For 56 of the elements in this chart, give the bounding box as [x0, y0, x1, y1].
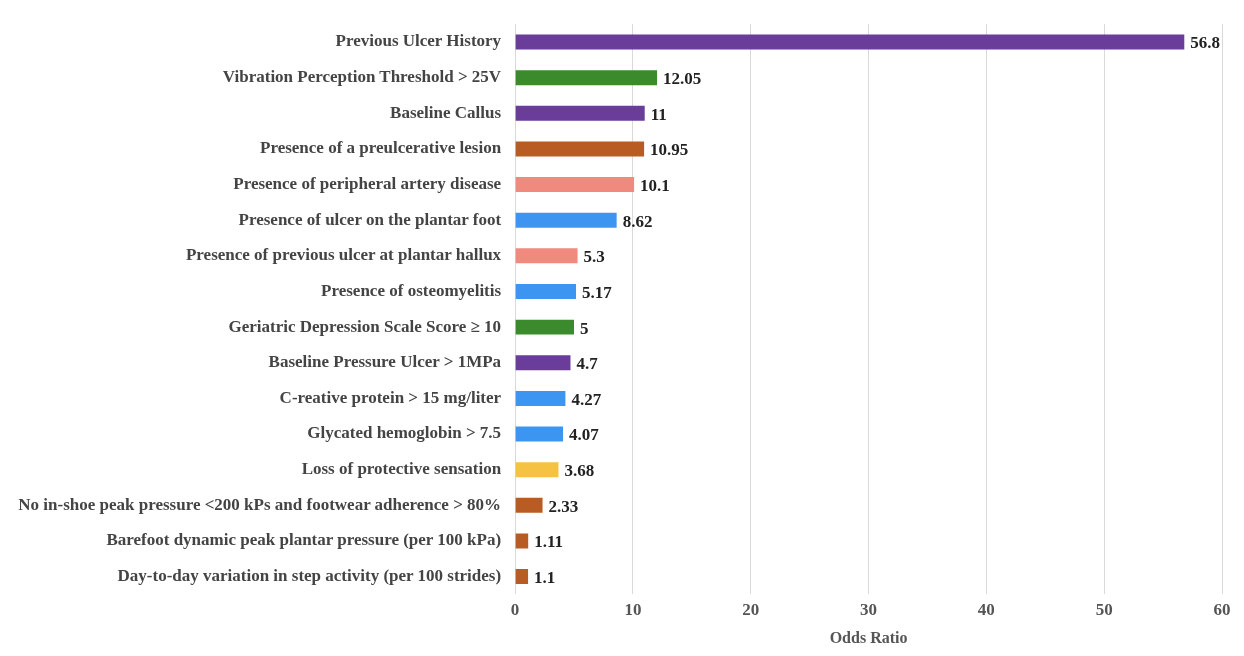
bar	[515, 141, 645, 157]
data-label: 5	[580, 318, 589, 338]
bar	[515, 426, 564, 442]
bar	[515, 390, 566, 406]
y-tick-label: Presence of previous ulcer at plantar hallux	[185, 245, 502, 265]
y-tick-label: Day-to-day variation in step activity (per 100 strides)	[117, 565, 502, 585]
bar	[515, 533, 529, 549]
bar	[515, 248, 578, 264]
bar	[515, 70, 658, 86]
bar	[515, 355, 571, 371]
data-label: 10.1	[640, 175, 670, 195]
x-tick-label: 20	[742, 599, 760, 619]
x-axis-title: Odds Ratio	[829, 628, 908, 646]
data-label: 2.33	[548, 496, 579, 516]
data-label: 4.27	[571, 389, 602, 409]
bar	[515, 177, 635, 193]
y-tick-label: Vibration Perception Threshold > 25V	[222, 67, 502, 87]
bar	[515, 569, 529, 585]
data-label: 12.05	[663, 69, 702, 89]
data-label: 11	[650, 104, 667, 124]
data-label: 1.1	[534, 567, 556, 587]
y-tick-label: Presence of ulcer on the plantar foot	[238, 209, 502, 229]
bar	[515, 105, 645, 121]
x-tick-label: 50	[1095, 599, 1113, 619]
y-tick-label: Loss of protective sensation	[301, 459, 502, 479]
data-label: 1.11	[534, 532, 563, 552]
y-tick-label: Glycated hemoglobin > 7.5	[307, 423, 502, 443]
data-label: 10.95	[650, 140, 689, 160]
y-tick-label: Baseline Pressure Ulcer > 1MPa	[268, 352, 502, 372]
x-tick-label: 40	[977, 599, 995, 619]
y-tick-label: Baseline Callus	[390, 102, 502, 122]
y-tick-label: C-reative protein > 15 mg/liter	[279, 387, 502, 407]
y-tick-label: Previous Ulcer History	[335, 31, 502, 51]
y-tick-label: Geriatric Depression Scale Score ≥ 10	[228, 316, 502, 336]
y-tick-label: Presence of osteomyelitis	[321, 280, 502, 300]
data-label: 5.17	[582, 282, 613, 302]
y-tick-label: Presence of peripheral artery disease	[233, 173, 502, 193]
y-tick-label: Presence of a preulcerative lesion	[260, 138, 502, 158]
x-tick-label: 0	[510, 599, 520, 619]
bar	[515, 497, 543, 513]
data-label: 4.7	[576, 354, 599, 374]
data-label: 5.3	[583, 247, 605, 267]
bar	[515, 34, 1185, 50]
bar	[515, 212, 617, 228]
y-tick-label: Barefoot dynamic peak plantar pressure (per 100 kPa)	[106, 530, 502, 550]
data-label: 3.68	[564, 461, 595, 481]
x-tick-label: 30	[860, 599, 878, 619]
data-label: 56.8	[1190, 33, 1221, 53]
x-tick-label: 10	[624, 599, 642, 619]
bar	[515, 284, 577, 299]
x-tick-label: 60	[1213, 599, 1231, 619]
data-label: 4.07	[569, 425, 600, 445]
data-label: 8.62	[622, 211, 653, 231]
bar	[515, 462, 559, 478]
y-tick-label: No in-shoe peak pressure <200 kPs and footwear adherence > 80%	[18, 494, 502, 514]
bar	[515, 319, 575, 335]
